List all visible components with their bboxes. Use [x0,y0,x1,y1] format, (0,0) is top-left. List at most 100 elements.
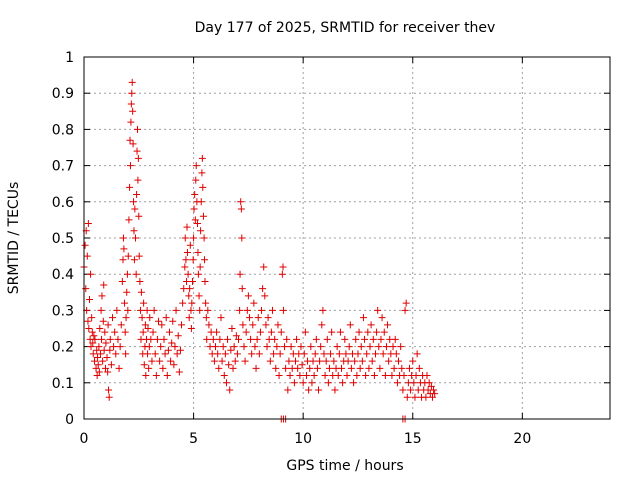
data-point [367,321,375,329]
data-point [146,314,154,322]
data-point [85,325,93,332]
data-point [93,346,101,354]
data-point [355,328,363,336]
data-point [90,332,98,340]
data-point [415,364,423,372]
data-point [428,393,436,401]
data-point [232,332,240,340]
data-point [130,198,138,206]
data-point [251,343,259,351]
data-point [97,306,105,314]
data-point [165,328,173,336]
data-point [307,343,315,351]
data-point [321,372,329,380]
data-point [243,306,251,314]
data-point [107,361,115,369]
x-tick-label: 5 [189,431,198,447]
data-point [354,350,362,358]
data-point [204,306,212,314]
data-point [93,372,101,380]
data-point [239,321,247,329]
data-point [260,263,268,271]
data-point [359,314,367,322]
axis-ticks: 00.10.20.30.40.50.60.70.80.910 5 10 15 20 [52,50,610,447]
data-point [106,335,114,343]
data-point [400,372,408,380]
data-point [195,292,203,300]
data-point [247,335,255,343]
data-point [150,306,158,314]
y-tick-label: 0.4 [52,267,74,283]
data-point [108,314,116,322]
data-point [202,314,210,322]
data-point [104,321,112,329]
data-point [89,350,97,358]
data-point [362,372,370,380]
data-point [130,227,138,235]
data-point [228,325,236,332]
data-point [313,364,321,372]
y-tick-label: 0 [65,412,74,428]
data-point [159,364,167,372]
data-point [94,361,102,369]
data-point [240,343,248,351]
data-point [364,328,372,336]
data-point [385,357,393,365]
data-point [381,372,389,380]
data-point [365,364,373,372]
data-point [115,364,123,372]
data-point [346,321,354,329]
data-point [136,277,144,285]
data-point [135,212,143,220]
data-point [167,357,175,365]
data-point [219,343,227,351]
data-point [342,350,350,358]
data-point [188,277,196,285]
data-point [271,335,279,343]
data-point [258,306,266,314]
data-point [422,393,430,401]
data-point [95,343,103,351]
data-point [231,357,239,365]
data-point [117,321,125,329]
data-point [114,335,122,343]
data-point [130,256,138,264]
data-point [105,393,113,401]
data-point [221,350,229,358]
data-point [185,314,193,322]
data-point [198,169,206,177]
data-point [254,314,262,322]
data-point [205,321,213,329]
y-tick-label: 1 [65,50,74,66]
data-point [89,339,97,347]
data-point [88,314,96,322]
data-point [140,361,148,369]
data-point [380,328,388,336]
data-point [218,357,226,365]
data-point [311,350,319,358]
data-point [143,306,151,314]
data-point [105,386,113,394]
data-point [233,350,241,358]
data-point [287,343,295,351]
data-point [84,220,92,228]
data-point [273,343,281,351]
data-point [230,343,238,351]
data-point [145,364,153,372]
data-point [139,328,147,336]
data-point [229,364,237,372]
data-point [174,332,182,340]
data-point [120,245,128,253]
data-point [224,335,232,343]
data-point [220,372,228,380]
data-point [248,350,256,358]
data-point [316,357,324,365]
data-point [300,350,308,358]
data-point [309,357,317,365]
data-point [397,343,405,351]
data-point [201,256,209,264]
data-point [164,346,172,354]
data-point [401,306,409,314]
data-point [190,205,198,213]
data-point [305,386,313,394]
